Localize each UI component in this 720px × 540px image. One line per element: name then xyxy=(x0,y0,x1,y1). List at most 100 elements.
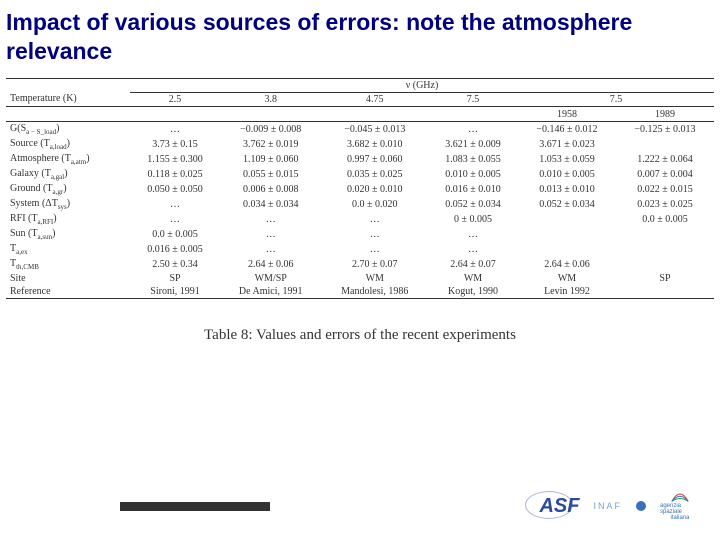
table-cell: 2.64 ± 0.07 xyxy=(428,257,518,272)
table-cell: … xyxy=(321,227,428,242)
table-cell: 0.118 ± 0.025 xyxy=(130,167,220,182)
table-cell: 3.621 ± 0.009 xyxy=(428,137,518,152)
table-cell: 0 ± 0.005 xyxy=(428,212,518,227)
freq-col: 4.75 xyxy=(321,92,428,106)
table-cell: … xyxy=(321,242,428,257)
table-cell: … xyxy=(130,212,220,227)
nu-header: ν (GHz) xyxy=(130,78,714,92)
table-cell: 0.023 ± 0.025 xyxy=(616,197,714,212)
asi-text-1: agenzia spaziale xyxy=(660,503,700,515)
freq-col: 7.5 xyxy=(518,92,714,106)
year-cell: 1958 xyxy=(518,106,616,121)
error-sources-table: ν (GHz) Temperature (K) 2.5 3.8 4.75 7.5… xyxy=(6,78,714,299)
table-cell: … xyxy=(130,197,220,212)
table-cell: 0.016 ± 0.005 xyxy=(130,242,220,257)
asi-logo-icon: agenzia spaziale italiana xyxy=(660,491,700,521)
table-cell: 2.70 ± 0.07 xyxy=(321,257,428,272)
table-cell: 0.022 ± 0.015 xyxy=(616,182,714,197)
table-cell: … xyxy=(130,121,220,137)
table-cell: 2.64 ± 0.06 xyxy=(220,257,321,272)
table-cell xyxy=(518,242,616,257)
row-label: Ta,ex xyxy=(6,242,130,257)
table-cell: WM/SP xyxy=(220,272,321,285)
table-cell: 0.0 ± 0.005 xyxy=(130,227,220,242)
table-cell: … xyxy=(220,242,321,257)
table-cell: WM xyxy=(321,272,428,285)
table-cell xyxy=(616,257,714,272)
table-cell: 1.222 ± 0.064 xyxy=(616,152,714,167)
table-cell: 3.73 ± 0.15 xyxy=(130,137,220,152)
row-label: G(Sa − S_load) xyxy=(6,121,130,137)
data-table-container: ν (GHz) Temperature (K) 2.5 3.8 4.75 7.5… xyxy=(0,70,720,344)
row-label: Source (Ta,load) xyxy=(6,137,130,152)
table-cell: Mandolesi, 1986 xyxy=(321,285,428,299)
table-row: System (ΔTsys)…0.034 ± 0.0340.0 ± 0.0200… xyxy=(6,197,714,212)
year-cell xyxy=(428,106,518,121)
table-cell: Kogut, 1990 xyxy=(428,285,518,299)
row-label: Tth,CMB xyxy=(6,257,130,272)
row-label: Galaxy (Ta,gal) xyxy=(6,167,130,182)
table-cell: −0.009 ± 0.008 xyxy=(220,121,321,137)
table-cell: 0.055 ± 0.015 xyxy=(220,167,321,182)
table-cell: … xyxy=(428,242,518,257)
asi-text-2: italiana xyxy=(670,515,689,521)
table-cell: SP xyxy=(616,272,714,285)
table-cell: 0.997 ± 0.060 xyxy=(321,152,428,167)
table-cell: −0.045 ± 0.013 xyxy=(321,121,428,137)
blank-cell xyxy=(6,78,130,92)
blank-cell xyxy=(6,106,130,121)
table-cell: 1.053 ± 0.059 xyxy=(518,152,616,167)
table-cell: WM xyxy=(518,272,616,285)
table-cell xyxy=(518,212,616,227)
table-cell: 1.083 ± 0.055 xyxy=(428,152,518,167)
table-cell: 0.034 ± 0.034 xyxy=(220,197,321,212)
page-title: Impact of various sources of errors: not… xyxy=(0,0,720,70)
table-cell: Sironi, 1991 xyxy=(130,285,220,299)
table-cell xyxy=(518,227,616,242)
table-cell: 0.0 ± 0.020 xyxy=(321,197,428,212)
table-row: Ta,ex0.016 ± 0.005……… xyxy=(6,242,714,257)
table-cell: WM xyxy=(428,272,518,285)
table-cell: 0.0 ± 0.005 xyxy=(616,212,714,227)
table-row: Galaxy (Ta,gal)0.118 ± 0.0250.055 ± 0.01… xyxy=(6,167,714,182)
table-row: RFI (Ta,RFI)………0 ± 0.0050.0 ± 0.005 xyxy=(6,212,714,227)
table-row: Ground (Ta,gr)0.050 ± 0.0500.006 ± 0.008… xyxy=(6,182,714,197)
table-cell: SP xyxy=(130,272,220,285)
row-label: Ground (Ta,gr) xyxy=(6,182,130,197)
footer-rule-icon xyxy=(120,502,270,511)
table-cell: … xyxy=(220,227,321,242)
table-cell: −0.125 ± 0.013 xyxy=(616,121,714,137)
table-cell: Levin 1992 xyxy=(518,285,616,299)
row-label: Sun (Ta,sun) xyxy=(6,227,130,242)
table-cell: 0.052 ± 0.034 xyxy=(428,197,518,212)
table-cell: 0.052 ± 0.034 xyxy=(518,197,616,212)
table-cell: … xyxy=(321,212,428,227)
table-cell xyxy=(616,227,714,242)
table-cell: 3.671 ± 0.023 xyxy=(518,137,616,152)
inaf-logo-icon: INAF xyxy=(593,501,622,511)
temperature-label: Temperature (K) xyxy=(6,92,130,106)
year-cell xyxy=(321,106,428,121)
table-cell xyxy=(616,137,714,152)
year-cell xyxy=(130,106,220,121)
table-cell: 0.006 ± 0.008 xyxy=(220,182,321,197)
row-label: Atmosphere (Ta,atm) xyxy=(6,152,130,167)
table-cell: 0.013 ± 0.010 xyxy=(518,182,616,197)
dot-icon xyxy=(636,501,646,511)
table-row: SiteSPWM/SPWMWMWMSP xyxy=(6,272,714,285)
table-cell: 3.762 ± 0.019 xyxy=(220,137,321,152)
table-row: Tth,CMB2.50 ± 0.342.64 ± 0.062.70 ± 0.07… xyxy=(6,257,714,272)
freq-col: 7.5 xyxy=(428,92,518,106)
table-cell: 2.50 ± 0.34 xyxy=(130,257,220,272)
table-row: ReferenceSironi, 1991De Amici, 1991Mando… xyxy=(6,285,714,299)
freq-col: 2.5 xyxy=(130,92,220,106)
table-cell: 0.010 ± 0.005 xyxy=(428,167,518,182)
table-cell: 1.155 ± 0.300 xyxy=(130,152,220,167)
table-cell: 0.007 ± 0.004 xyxy=(616,167,714,182)
table-cell: … xyxy=(428,227,518,242)
table-cell: 0.016 ± 0.010 xyxy=(428,182,518,197)
table-row: Source (Ta,load)3.73 ± 0.153.762 ± 0.019… xyxy=(6,137,714,152)
table-cell: 0.020 ± 0.010 xyxy=(321,182,428,197)
asf-logo-icon: ASF xyxy=(539,495,579,518)
row-label: Reference xyxy=(6,285,130,299)
